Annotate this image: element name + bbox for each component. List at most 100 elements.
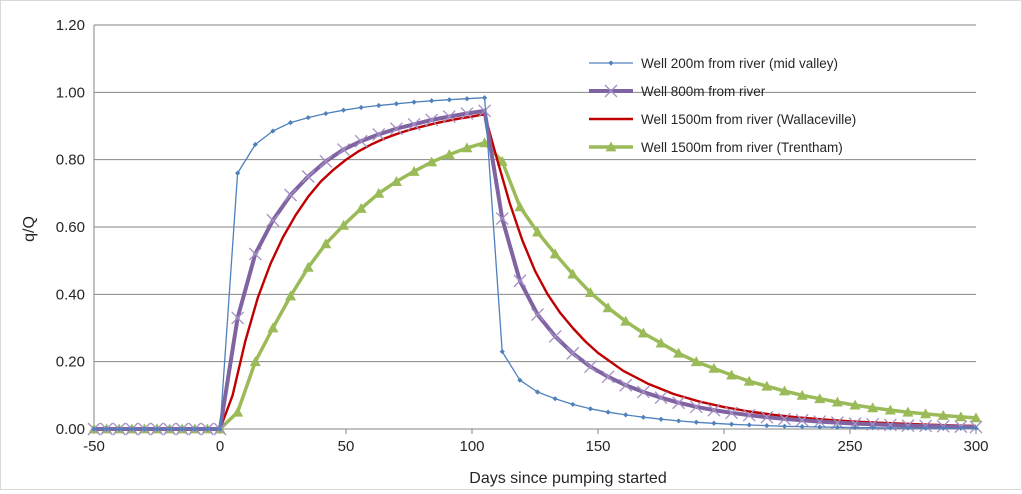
data-point-marker bbox=[655, 337, 667, 348]
x-tick-label: -50 bbox=[83, 438, 105, 455]
data-point-marker bbox=[708, 362, 720, 373]
data-point-marker bbox=[358, 104, 364, 111]
data-point-marker bbox=[548, 329, 562, 343]
data-point-marker bbox=[285, 290, 297, 301]
data-point-marker bbox=[267, 322, 279, 333]
legend-label: Well 800m from river bbox=[641, 84, 766, 99]
data-point-marker bbox=[204, 426, 210, 432]
data-point-marker bbox=[464, 96, 470, 102]
y-axis-title: q/Q bbox=[21, 216, 38, 242]
data-point-marker bbox=[320, 238, 332, 249]
data-point-marker bbox=[461, 142, 473, 153]
data-point-marker bbox=[570, 401, 576, 408]
data-point-marker bbox=[154, 426, 160, 432]
data-point-marker bbox=[337, 143, 350, 157]
data-point-marker bbox=[849, 399, 861, 410]
data-point-marker bbox=[958, 425, 964, 431]
data-point-marker bbox=[235, 170, 241, 176]
x-tick-label: 100 bbox=[459, 438, 484, 455]
data-point-marker bbox=[323, 110, 329, 117]
data-point-marker bbox=[726, 369, 738, 380]
data-point-marker bbox=[337, 219, 349, 230]
data-point-marker bbox=[817, 424, 823, 430]
x-tick-label: 150 bbox=[585, 438, 610, 455]
data-point-marker bbox=[446, 97, 452, 103]
legend-entry: Well 1500m from river (Wallaceville) bbox=[589, 112, 856, 127]
data-point-marker bbox=[302, 261, 314, 272]
legend-entry: Well 800m from river bbox=[589, 84, 766, 99]
data-point-marker bbox=[478, 104, 492, 118]
data-point-marker bbox=[672, 396, 686, 410]
data-point-marker bbox=[270, 128, 276, 134]
data-point-marker bbox=[231, 311, 245, 325]
data-point-marker bbox=[587, 406, 594, 412]
series-3 bbox=[218, 113, 977, 430]
y-tick-label: 0.80 bbox=[56, 152, 85, 169]
data-point-marker bbox=[372, 127, 386, 141]
data-point-marker bbox=[425, 113, 439, 127]
y-axis-ticks: 0.00 0.20 0.40 0.60 0.80 1.00 1.20 bbox=[56, 17, 85, 438]
data-point-marker bbox=[887, 425, 893, 431]
data-point-marker bbox=[796, 389, 808, 400]
series-1 bbox=[91, 95, 979, 432]
y-tick-label: 0.00 bbox=[56, 421, 85, 438]
data-point-marker bbox=[920, 408, 932, 419]
data-point-marker bbox=[552, 396, 558, 402]
data-point-marker bbox=[284, 188, 298, 202]
data-point-marker bbox=[566, 346, 580, 360]
data-point-marker bbox=[248, 247, 262, 261]
data-point-marker bbox=[443, 149, 455, 160]
data-point-marker bbox=[496, 155, 508, 166]
data-point-marker bbox=[407, 117, 421, 131]
legend-label: Well 200m from river (mid valley) bbox=[641, 56, 838, 71]
data-point-marker bbox=[567, 268, 579, 279]
data-point-marker bbox=[814, 393, 826, 404]
data-point-marker bbox=[601, 370, 615, 384]
data-point-marker bbox=[764, 423, 770, 429]
data-point-marker bbox=[778, 412, 791, 426]
data-point-marker bbox=[442, 110, 456, 124]
legend-entry: Well 1500m from river (Trentham) bbox=[589, 140, 843, 155]
data-point-marker bbox=[867, 402, 879, 413]
data-point-marker bbox=[902, 406, 914, 417]
data-point-marker bbox=[636, 385, 650, 399]
data-point-marker bbox=[742, 408, 756, 422]
data-point-marker bbox=[761, 380, 773, 391]
data-point-marker bbox=[408, 165, 420, 176]
data-point-marker bbox=[654, 391, 668, 405]
x-tick-label: 50 bbox=[338, 438, 355, 455]
data-point-marker bbox=[532, 226, 544, 237]
data-point-marker bbox=[179, 426, 185, 432]
legend-label: Well 1500m from river (Trentham) bbox=[641, 140, 843, 155]
data-point-marker bbox=[340, 107, 347, 113]
data-point-marker bbox=[583, 360, 597, 374]
data-point-marker bbox=[91, 426, 97, 432]
data-point-marker bbox=[940, 425, 946, 431]
data-point-marker bbox=[973, 425, 979, 431]
data-point-marker bbox=[167, 426, 173, 432]
data-point-marker bbox=[426, 156, 438, 167]
data-point-marker bbox=[813, 415, 827, 429]
y-tick-label: 1.00 bbox=[56, 84, 85, 101]
x-axis-ticks: -50 0 50 100 150 200 250 300 bbox=[83, 429, 989, 455]
data-point-marker bbox=[129, 426, 135, 432]
y-tick-label: 1.20 bbox=[56, 17, 85, 34]
data-point-marker bbox=[778, 385, 790, 396]
data-point-marker bbox=[287, 120, 294, 126]
data-point-marker bbox=[266, 213, 280, 227]
data-point-marker bbox=[584, 287, 596, 298]
data-point-marker bbox=[602, 302, 614, 313]
data-point-marker bbox=[249, 356, 261, 367]
y-tick-label: 0.40 bbox=[56, 286, 85, 303]
series-line bbox=[218, 113, 977, 430]
x-tick-label: 300 bbox=[963, 438, 988, 455]
data-point-marker bbox=[760, 410, 774, 424]
data-point-marker bbox=[676, 418, 682, 424]
data-point-marker bbox=[411, 99, 417, 105]
data-point-marker bbox=[141, 426, 147, 432]
data-point-marker bbox=[970, 412, 982, 423]
data-point-marker bbox=[604, 84, 618, 98]
data-point-marker bbox=[707, 403, 721, 417]
